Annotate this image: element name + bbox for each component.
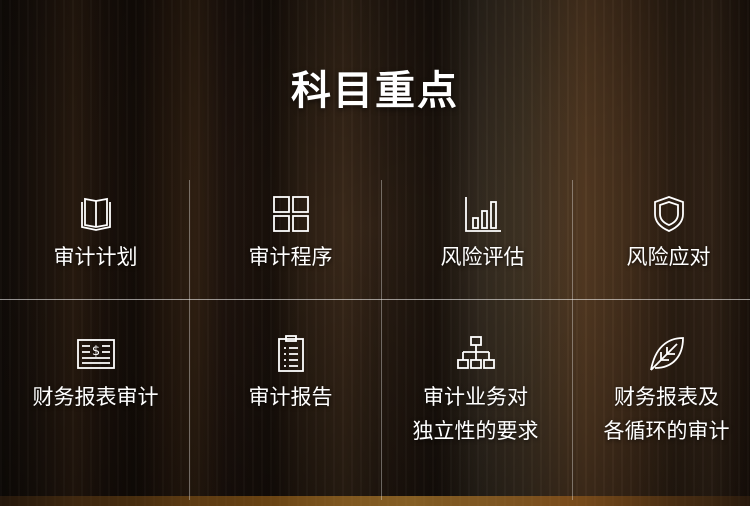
topic-risk-response[interactable]: 风险应对 [575, 194, 750, 274]
vertical-divider-3 [572, 180, 573, 500]
topic-financial-statements-cycles[interactable]: 财务报表及 各循环的审计 [573, 334, 750, 448]
topic-label: 财务报表审计 [32, 385, 159, 409]
page-title: 科目重点 [291, 68, 459, 114]
org-chart-icon [456, 336, 495, 369]
topic-audit-plan[interactable]: 审计计划 [2, 194, 189, 274]
topic-audit-report[interactable]: 审计报告 [197, 334, 384, 414]
topic-financial-statement-audit[interactable]: $ 财务报表审计 [2, 334, 189, 414]
topic-risk-assessment[interactable]: 风险评估 [389, 194, 576, 274]
leaf-icon [649, 337, 684, 371]
grid-icon [272, 196, 309, 232]
book-icon [80, 197, 111, 231]
financial-statement-icon: $ [76, 339, 115, 369]
shield-icon [653, 196, 684, 232]
topic-label: 风险应对 [626, 245, 711, 269]
topic-independence-requirements[interactable]: 审计业务对 独立性的要求 [382, 334, 569, 448]
topic-label: 审计报告 [248, 385, 333, 409]
horizontal-divider [0, 299, 750, 300]
bar-chart-icon [464, 197, 501, 232]
bottom-glow [0, 496, 750, 506]
topic-label: 审计业务对 独立性的要求 [412, 385, 539, 443]
vertical-divider-1 [189, 180, 190, 500]
topic-label: 财务报表及 各循环的审计 [603, 385, 730, 443]
topic-label: 审计计划 [53, 245, 138, 269]
svg-text:$: $ [91, 344, 99, 359]
topic-label: 审计程序 [248, 245, 333, 269]
topic-label: 风险评估 [440, 245, 525, 269]
vertical-divider-2 [381, 180, 382, 500]
topic-audit-procedure[interactable]: 审计程序 [197, 194, 384, 274]
clipboard-icon [277, 335, 304, 372]
